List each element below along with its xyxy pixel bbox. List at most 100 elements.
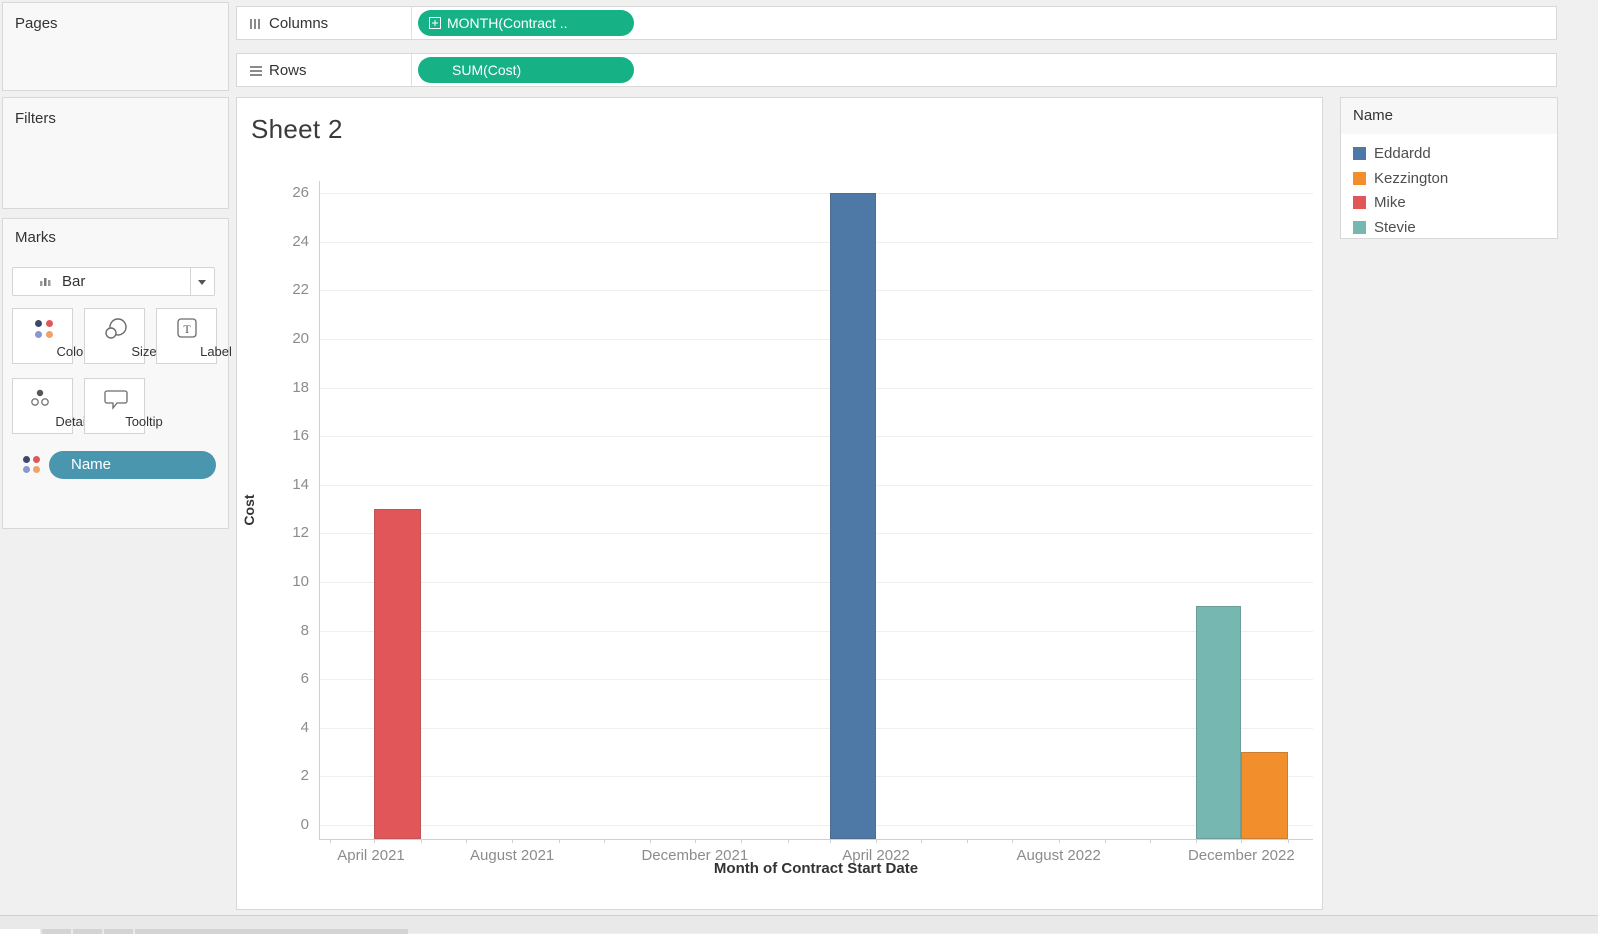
- pages-shelf[interactable]: Pages: [2, 2, 229, 91]
- color-button[interactable]: Color: [12, 308, 88, 364]
- columns-pill-label: MONTH(Contract ..: [447, 15, 568, 31]
- filters-shelf[interactable]: Filters: [2, 97, 229, 209]
- x-axis-line: [319, 839, 1313, 840]
- expand-plus-icon[interactable]: [429, 17, 441, 29]
- x-axis-tick: [1058, 839, 1060, 843]
- x-axis-title: Month of Contract Start Date: [713, 860, 919, 877]
- x-axis-tick: [920, 839, 922, 843]
- columns-pill-month-contract[interactable]: MONTH(Contract ..: [418, 10, 634, 36]
- x-axis-tick-label: December 2021: [641, 847, 749, 864]
- detail-button-label: Detail: [55, 414, 89, 429]
- legend-label: Eddardd: [1374, 145, 1431, 162]
- legend-title: Name: [1353, 107, 1394, 124]
- columns-shelf[interactable]: Columns MONTH(Contract ..: [236, 6, 1557, 40]
- gridline: [319, 582, 1313, 583]
- sheet-tab[interactable]: [0, 929, 40, 934]
- x-axis-tick: [787, 839, 789, 843]
- shelf-divider: [411, 54, 412, 86]
- legend-item-eddardd[interactable]: Eddardd: [1341, 142, 1557, 166]
- x-axis-tick: [374, 839, 376, 843]
- filters-label: Filters: [15, 110, 56, 127]
- x-axis-tick: [1241, 839, 1243, 843]
- gridline: [319, 387, 1313, 389]
- legend-swatch: [1353, 147, 1366, 160]
- columns-shelf-label: Columns: [269, 15, 329, 32]
- y-axis-tick-label: 12: [292, 524, 309, 542]
- gridline: [319, 630, 1313, 632]
- gridline: [319, 484, 1313, 486]
- gridline: [319, 679, 1313, 681]
- bar-mike[interactable]: [374, 509, 421, 839]
- marks-label: Marks: [15, 229, 56, 246]
- tooltip-button-label: Tooltip: [125, 414, 163, 429]
- label-button[interactable]: T Label: [156, 308, 232, 364]
- bar-kezzington[interactable]: [1241, 752, 1288, 839]
- color-shelf-pill-name[interactable]: Name: [49, 451, 216, 479]
- pages-label: Pages: [15, 15, 58, 32]
- gridline: [319, 727, 1313, 729]
- y-axis-tick-label: 26: [292, 184, 309, 202]
- x-axis-tick: [649, 839, 651, 843]
- legend-label: Mike: [1374, 194, 1406, 211]
- x-axis-tick-label: April 2021: [337, 847, 405, 864]
- x-axis-tick: [1150, 839, 1152, 843]
- x-axis-tick: [876, 839, 877, 843]
- rows-pill-sum-cost[interactable]: SUM(Cost): [418, 57, 634, 83]
- tooltip-button[interactable]: Tooltip: [84, 378, 163, 434]
- sheet-tab[interactable]: [73, 929, 102, 934]
- legend-swatch: [1353, 171, 1366, 185]
- detail-icon: [13, 388, 72, 410]
- color-legend[interactable]: Name Eddardd Kezzington Mike Stevie: [1340, 97, 1558, 239]
- color-icon: [13, 319, 72, 341]
- y-axis-tick-label: 20: [292, 330, 309, 347]
- rows-icon: [249, 65, 265, 79]
- gridline: [319, 339, 1313, 340]
- bar-stevie[interactable]: [1196, 606, 1242, 839]
- mark-type-dropdown[interactable]: Bar: [12, 267, 215, 296]
- y-axis-tick-label: 4: [300, 718, 309, 736]
- gridline: [319, 776, 1313, 778]
- legend-item-kezzington[interactable]: Kezzington: [1341, 167, 1557, 191]
- x-axis-tick: [465, 839, 467, 843]
- legend-label: Kezzington: [1374, 169, 1449, 187]
- y-axis-tick-label: 14: [292, 475, 309, 493]
- size-icon: [85, 317, 144, 339]
- x-axis-tick: [1012, 839, 1014, 843]
- x-axis-tick-label: August 2021: [470, 847, 555, 864]
- mark-type-caret-button[interactable]: [190, 268, 214, 295]
- legend-item-stevie[interactable]: Stevie: [1341, 216, 1557, 240]
- y-axis-tick-label: 22: [292, 281, 309, 299]
- size-button[interactable]: Size: [84, 308, 157, 364]
- legend-header: Name: [1341, 98, 1557, 134]
- marks-card: Marks Bar Color Size: [2, 218, 232, 529]
- sheet-tab[interactable]: [42, 929, 71, 934]
- rows-shelf-label: Rows: [269, 62, 307, 79]
- legend-item-mike[interactable]: Mike: [1341, 191, 1557, 215]
- y-axis-tick-label: 6: [300, 670, 309, 688]
- x-axis-tick: [329, 839, 331, 843]
- y-axis-tick-label: 0: [300, 816, 309, 833]
- y-axis-line: [319, 181, 320, 839]
- sheet-tab[interactable]: [104, 929, 133, 934]
- color-button-label: Color: [56, 344, 88, 359]
- plot-area: 0 2 4 6 8 10 12 14 16 18 20 22 24 26 April 2021 August …: [237, 98, 1324, 911]
- gridline: [319, 436, 1313, 438]
- bar-chart-icon: [39, 276, 53, 288]
- bar-eddardd[interactable]: [829, 193, 876, 839]
- x-axis-tick: [829, 839, 831, 843]
- y-axis-tick-label: 8: [300, 621, 309, 639]
- rows-shelf[interactable]: Rows SUM(Cost): [236, 53, 1557, 87]
- legend-label: Stevie: [1374, 218, 1416, 236]
- x-axis-tick: [967, 839, 969, 843]
- detail-button[interactable]: Detail: [12, 378, 89, 434]
- x-axis-tick: [741, 839, 743, 843]
- tab-strip-filler: [135, 929, 408, 934]
- svg-text:T: T: [183, 322, 191, 336]
- x-axis-tick: [558, 839, 560, 843]
- bottom-tab-strip: [0, 915, 1598, 934]
- x-axis-tick: [1196, 839, 1198, 843]
- x-axis-tick: [1105, 839, 1107, 843]
- x-axis-tick-label: December 2022: [1187, 847, 1295, 864]
- sheet-title: Sheet 2: [251, 114, 343, 144]
- gridline: [319, 825, 1313, 826]
